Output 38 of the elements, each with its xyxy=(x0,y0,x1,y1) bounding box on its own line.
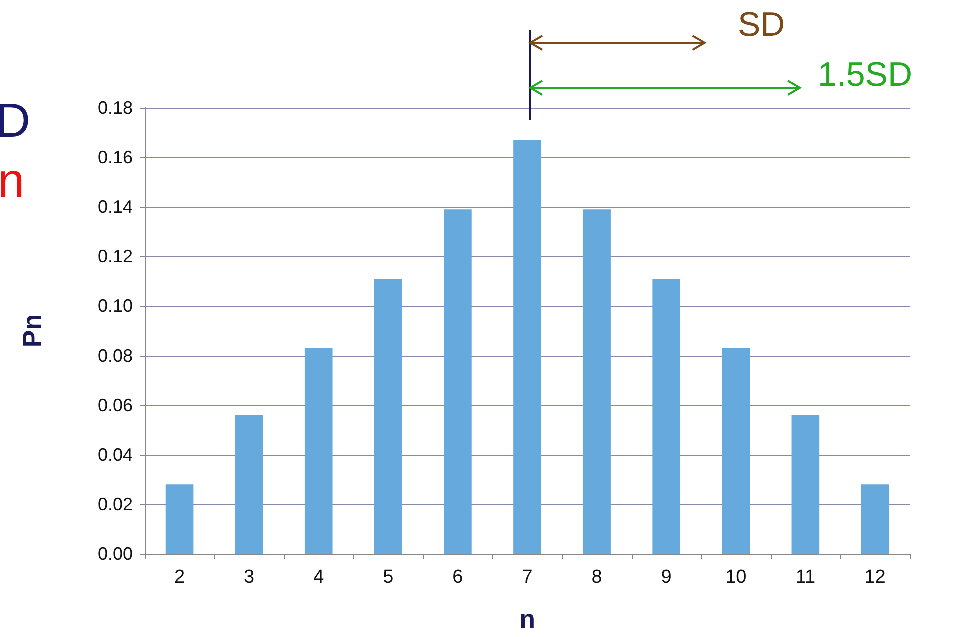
bar xyxy=(514,140,542,554)
text: D xyxy=(0,95,31,148)
y-tick-label: 0.02 xyxy=(98,494,133,514)
bar xyxy=(374,278,402,554)
y-tick-label: 0.16 xyxy=(98,148,133,168)
y-tick-label: 0.08 xyxy=(98,346,133,366)
x-tick-label: 12 xyxy=(864,567,886,588)
x-tick-label: 2 xyxy=(174,567,186,588)
bar xyxy=(166,484,194,554)
x-tick-label: 5 xyxy=(383,567,394,588)
bar xyxy=(583,210,611,554)
x-axis-title: n xyxy=(520,604,536,634)
y-tick-label: 0.12 xyxy=(98,246,133,267)
bar xyxy=(444,210,472,554)
bar xyxy=(235,415,264,554)
y-axis-title: Pn xyxy=(17,314,47,348)
y-tick-label: 0.10 xyxy=(98,296,133,316)
x-tick-label: 3 xyxy=(244,567,255,588)
y-tick-label: 0.04 xyxy=(98,444,133,465)
x-tick-label: 8 xyxy=(592,567,602,588)
x-tick-label: 10 xyxy=(726,567,747,588)
bar xyxy=(792,415,820,554)
x-tick-label: 9 xyxy=(661,567,672,588)
x-tick-label: 4 xyxy=(314,567,325,588)
y-tick-label: 0.00 xyxy=(98,544,133,564)
text: n xyxy=(0,155,25,208)
y-tick-label: 0.14 xyxy=(98,197,133,218)
y-tick-label: 0.18 xyxy=(98,98,133,118)
bar xyxy=(722,348,750,554)
x-tick-label: 11 xyxy=(796,567,816,588)
x-tick-label: 6 xyxy=(452,567,464,588)
bar xyxy=(304,348,333,554)
bar xyxy=(652,278,680,554)
text: SD xyxy=(738,6,786,44)
bar xyxy=(861,484,890,554)
x-tick-label: 7 xyxy=(522,567,533,588)
y-tick-label: 0.06 xyxy=(98,395,133,416)
text: 1.5SD xyxy=(818,56,912,94)
